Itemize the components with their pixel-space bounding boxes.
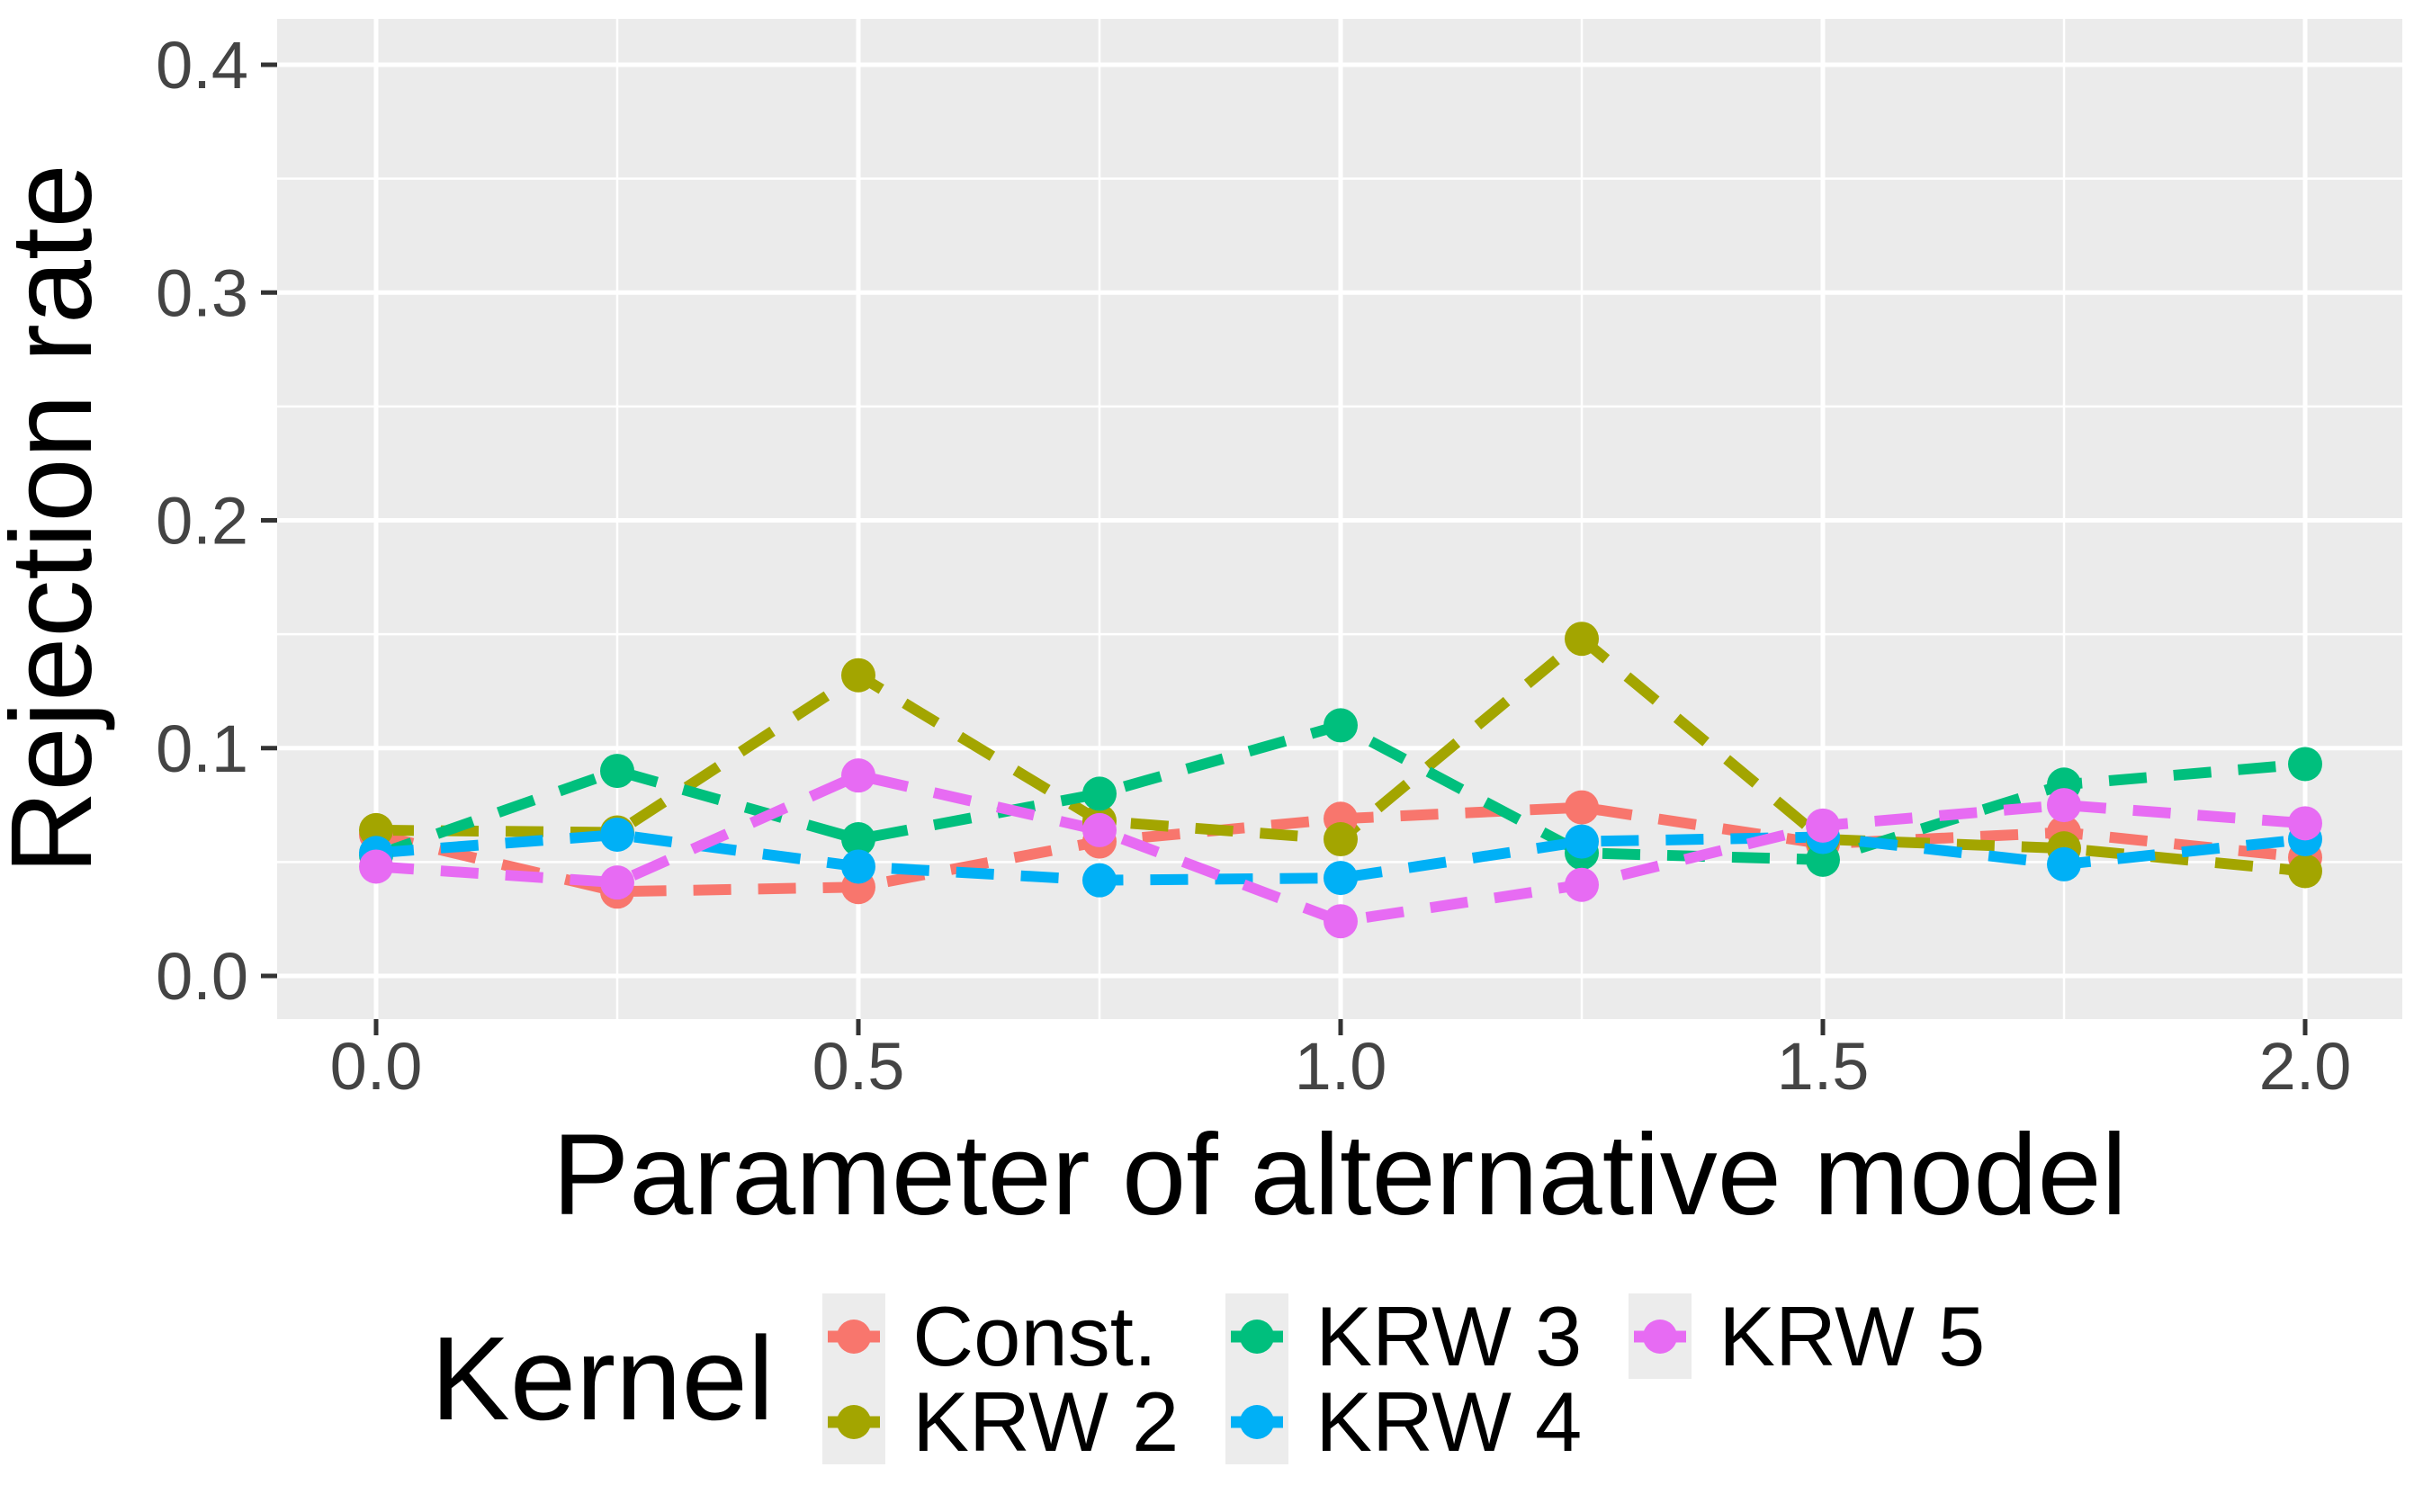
- data-point-krw-3: [600, 754, 634, 789]
- data-point-krw-5: [1082, 812, 1117, 847]
- legend-column-3: KRW 5: [1629, 1293, 1992, 1379]
- data-point-krw-3: [1324, 708, 1358, 743]
- data-point-krw-5: [359, 849, 393, 884]
- legend-key-point-icon: [837, 1319, 872, 1354]
- data-point-krw-2: [1565, 622, 1599, 657]
- y-tick-label: 0.2: [156, 484, 248, 559]
- data-point-const-: [1565, 790, 1599, 825]
- legend-key: [822, 1379, 886, 1464]
- legend-item: KRW 3: [1225, 1293, 1589, 1379]
- series-line-krw-5: [375, 769, 2306, 927]
- legend-key-point-icon: [1240, 1404, 1275, 1439]
- x-axis-title: Parameter of alternative model: [552, 1111, 2128, 1239]
- legend-item: KRW 5: [1629, 1293, 1992, 1379]
- data-point-krw-4: [600, 817, 634, 852]
- data-point-krw-5: [600, 865, 634, 900]
- data-point-krw-5: [2047, 788, 2081, 823]
- y-tick-label: 0.3: [156, 255, 248, 330]
- legend-item: KRW 2: [822, 1379, 1186, 1464]
- data-point-krw-5: [1565, 867, 1599, 902]
- data-point-krw-3: [2288, 747, 2322, 782]
- legend-item-label: KRW 5: [1719, 1289, 1986, 1383]
- data-point-krw-2: [2288, 854, 2322, 889]
- data-point-krw-4: [1324, 861, 1358, 896]
- data-point-krw-5: [841, 758, 875, 793]
- data-point-krw-5: [1324, 904, 1358, 939]
- x-tick-label: 1.5: [1777, 1029, 1870, 1104]
- data-point-krw-4: [1082, 863, 1117, 898]
- legend-item-label: KRW 2: [912, 1374, 1180, 1469]
- legend-key: [1225, 1293, 1289, 1379]
- legend-key-point-icon: [1643, 1319, 1678, 1354]
- legend-key: [1225, 1379, 1289, 1464]
- data-point-krw-5: [1806, 808, 1840, 843]
- legend-item-label: Const.: [912, 1289, 1157, 1383]
- data-point-krw-2: [1324, 822, 1358, 857]
- legend-key-point-icon: [1240, 1319, 1275, 1354]
- data-point-krw-3: [841, 822, 875, 857]
- legend-key-point-icon: [837, 1404, 872, 1439]
- legend-item: KRW 4: [1225, 1379, 1589, 1464]
- x-tick-label: 0.0: [330, 1029, 423, 1104]
- x-tick-label: 2.0: [2259, 1029, 2352, 1104]
- x-tick-label: 0.5: [812, 1029, 905, 1104]
- data-point-krw-4: [841, 849, 875, 884]
- legend-key: [822, 1293, 886, 1379]
- legend-title: Kernel: [430, 1312, 775, 1445]
- legend-item-label: KRW 4: [1315, 1374, 1583, 1469]
- data-point-krw-4: [1565, 824, 1599, 859]
- y-tick-label: 0.4: [156, 28, 248, 103]
- data-point-krw-2: [841, 658, 875, 693]
- legend-item: Const.: [822, 1293, 1186, 1379]
- legend-item-label: KRW 3: [1315, 1289, 1583, 1383]
- data-point-krw-4: [2047, 846, 2081, 881]
- legend-key: [1629, 1293, 1692, 1379]
- legend-column-1: Const. KRW 2: [822, 1293, 1186, 1464]
- data-point-krw-3: [1082, 776, 1117, 811]
- legend-column-2: KRW 3 KRW 4: [1225, 1293, 1589, 1464]
- y-tick-label: 0.1: [156, 711, 248, 786]
- x-tick-label: 1.0: [1295, 1029, 1387, 1104]
- legend: Kernel Const. KRW 2: [0, 1293, 2423, 1464]
- y-tick-label: 0.0: [156, 939, 248, 1014]
- data-point-krw-5: [2288, 806, 2322, 841]
